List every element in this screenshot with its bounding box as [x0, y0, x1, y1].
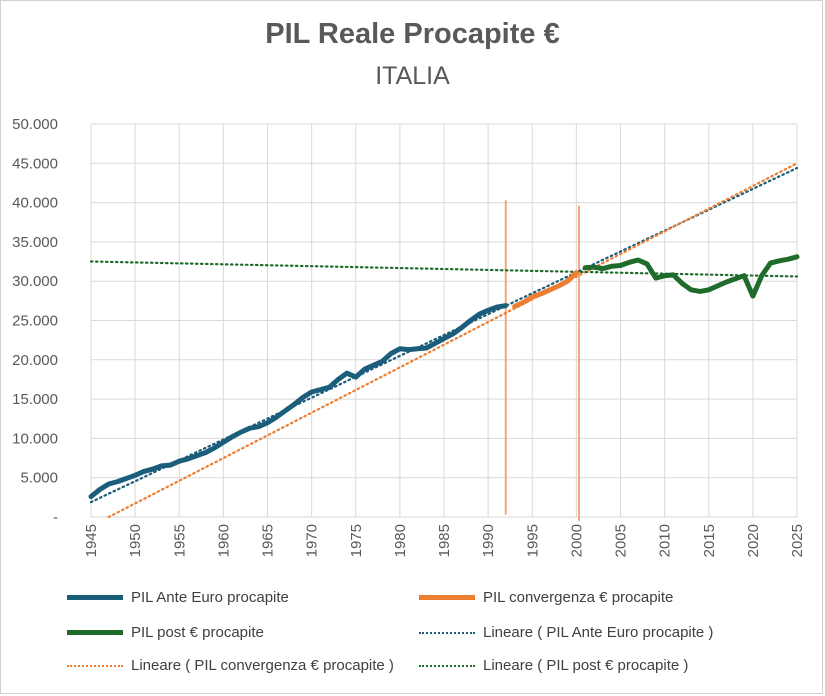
- y-tick-label: 30.000: [12, 273, 58, 290]
- y-tick-label: 50.000: [12, 116, 58, 133]
- x-tick-label: 1955: [171, 524, 188, 557]
- vertical-markers: [504, 200, 581, 521]
- y-tick-label: 45.000: [12, 155, 58, 172]
- chart-subtitle: ITALIA: [375, 62, 450, 90]
- grid-layer: [90, 123, 798, 518]
- y-tick-label: 5.000: [20, 470, 58, 487]
- x-tick-label: 1970: [304, 524, 321, 557]
- axis-layer: - 5.000 10.000 15.000 20.000 25.000 30.000 35.0…: [12, 116, 806, 557]
- legend-label-conv: PIL convergenza € procapite: [483, 589, 674, 606]
- trend-convergenza: [107, 162, 799, 519]
- x-tick-label: 1945: [83, 524, 100, 557]
- y-tick-label: 25.000: [12, 313, 58, 330]
- legend-swatch-conv: [419, 595, 475, 600]
- x-tick-label: 2000: [568, 524, 585, 557]
- legend-swatch-trend-post: [419, 664, 475, 667]
- x-tick-label: 2010: [657, 524, 674, 557]
- y-tick-label: 40.000: [12, 195, 58, 212]
- x-tick-label: 1985: [436, 524, 453, 557]
- x-tick-label: 2020: [745, 524, 762, 557]
- x-tick-label: 2015: [701, 524, 718, 557]
- y-tick-label: 10.000: [12, 430, 58, 447]
- x-tick-label: 2025: [789, 524, 806, 557]
- y-tick-label: -: [53, 509, 58, 526]
- y-tick-label: 20.000: [12, 352, 58, 369]
- legend-label-trend-conv: Lineare ( PIL convergenza € procapite ): [131, 657, 394, 674]
- legend-item-ante: PIL Ante Euro procapite: [67, 589, 289, 606]
- x-tick-label: 1990: [480, 524, 497, 557]
- y-tick-label: 35.000: [12, 234, 58, 251]
- legend-item-trend-ante: Lineare ( PIL Ante Euro procapite ): [419, 624, 713, 641]
- series-convergenza: [512, 270, 579, 309]
- legend-label-post: PIL post € procapite: [131, 624, 264, 641]
- legend-item-trend-post: Lineare ( PIL post € procapite ): [419, 657, 688, 674]
- y-tick-label: 15.000: [12, 391, 58, 408]
- x-tick-label: 1980: [392, 524, 409, 557]
- x-tick-label: 1960: [215, 524, 232, 557]
- legend-swatch-trend-ante: [419, 631, 475, 634]
- legend-swatch-trend-conv: [67, 664, 123, 667]
- x-tick-label: 2005: [613, 524, 630, 557]
- series-post-euro: [582, 254, 800, 299]
- legend-item-trend-conv: Lineare ( PIL convergenza € procapite ): [67, 657, 394, 674]
- legend-label-trend-post: Lineare ( PIL post € procapite ): [483, 657, 689, 674]
- legend-label-trend-ante: Lineare ( PIL Ante Euro procapite ): [483, 624, 714, 641]
- x-tick-label: 1965: [260, 524, 277, 557]
- chart-title: PIL Reale Procapite €: [265, 18, 560, 50]
- legend-label-ante: PIL Ante Euro procapite: [131, 589, 289, 606]
- legend-swatch-ante: [67, 595, 123, 600]
- legend-swatch-post: [67, 630, 123, 635]
- legend-item-post: PIL post € procapite: [67, 624, 264, 641]
- x-tick-label: 1995: [524, 524, 541, 557]
- x-tick-label: 1975: [348, 524, 365, 557]
- series-layer: [88, 162, 800, 519]
- x-tick-label: 1950: [127, 524, 144, 557]
- series-ante-euro: [88, 303, 509, 500]
- legend-item-conv: PIL convergenza € procapite: [419, 589, 673, 606]
